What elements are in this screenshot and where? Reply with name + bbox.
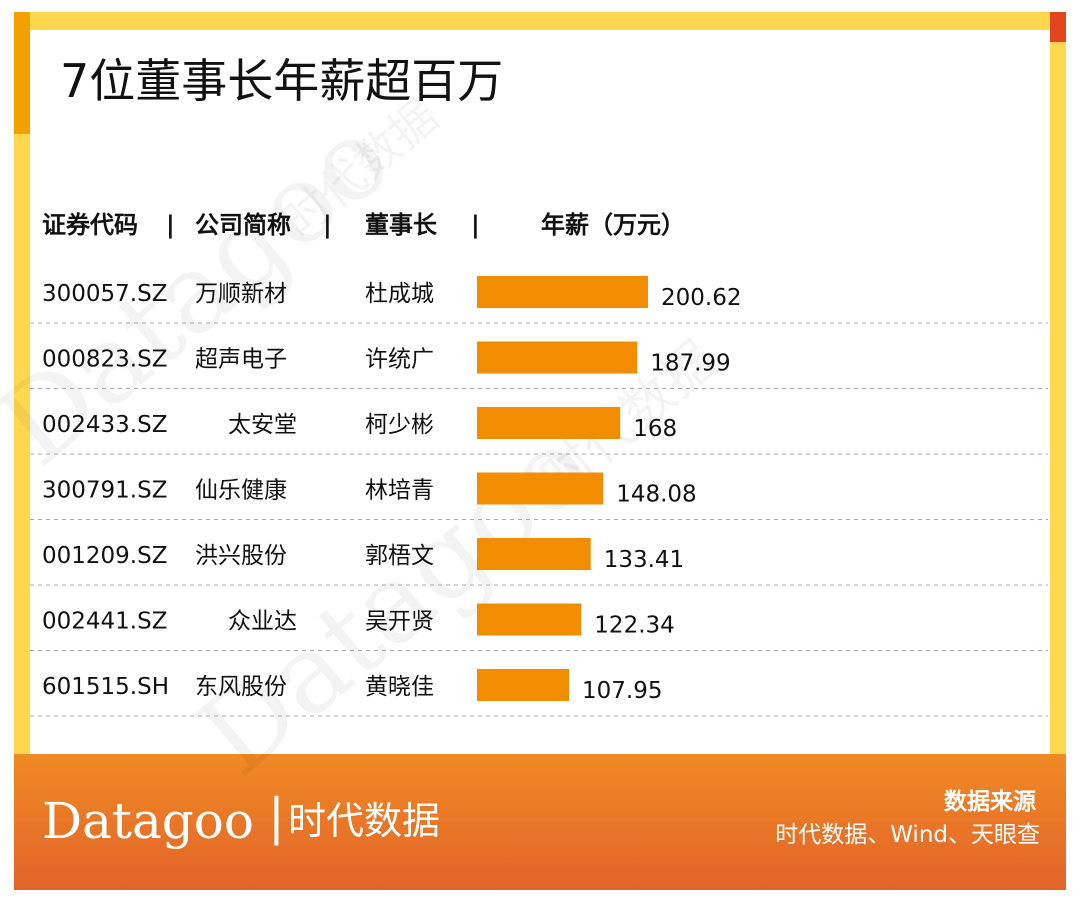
bar <box>477 407 621 439</box>
bar-value-label: 168 <box>633 416 677 442</box>
bar <box>477 603 582 636</box>
header-salary: 年薪（万元） <box>541 211 685 239</box>
bar-value-label: 122.34 <box>594 613 674 639</box>
chart-title: 7位董事长年薪超百万 <box>60 54 503 108</box>
footer-band <box>14 754 1066 890</box>
bar-value-label: 133.41 <box>604 547 684 573</box>
row-code: 000823.SZ <box>42 347 167 373</box>
row-code: 601515.SH <box>42 674 169 700</box>
bar-value-label: 200.62 <box>661 285 741 311</box>
header-company: 公司简称 <box>195 211 291 239</box>
bar <box>477 472 604 505</box>
row-company: 太安堂 <box>228 412 297 438</box>
brand-logo-text: Datagoo <box>42 792 254 850</box>
row-chairman: 林培青 <box>365 478 434 504</box>
row-chairman: 黄晓佳 <box>365 674 434 700</box>
row-chairman: 许统广 <box>365 347 434 373</box>
bar <box>477 276 648 308</box>
row-code: 300791.SZ <box>42 478 167 504</box>
source-title: 数据来源 <box>944 789 1036 815</box>
header-separator-1: | <box>166 211 175 239</box>
header-code: 证券代码 <box>42 211 138 239</box>
row-company: 超声电子 <box>195 347 287 373</box>
footer-brand: Datagoo | 时代数据 <box>42 788 440 850</box>
frame-accent-right <box>1050 12 1066 42</box>
table-header: 证券代码 | 公司简称 | 董事长 | 年薪（万元） <box>42 211 685 239</box>
source-text: 时代数据、Wind、天眼查 <box>775 822 1040 848</box>
header-separator-2: | <box>323 211 332 239</box>
row-company: 仙乐健康 <box>195 478 287 504</box>
bar-value-label: 187.99 <box>650 351 730 377</box>
row-company: 万顺新材 <box>195 281 287 307</box>
row-code: 002433.SZ <box>42 412 167 438</box>
header-chairman: 董事长 <box>365 211 438 239</box>
row-code: 002441.SZ <box>42 609 167 635</box>
bar <box>477 669 569 701</box>
row-company: 东风股份 <box>195 674 287 700</box>
bar-value-label: 107.95 <box>582 678 662 704</box>
row-chairman: 杜成城 <box>365 281 434 307</box>
row-chairman: 郭梧文 <box>365 543 434 569</box>
row-chairman: 吴开贤 <box>365 609 434 635</box>
row-company: 众业达 <box>228 609 297 635</box>
row-code: 001209.SZ <box>42 543 167 569</box>
frame-accent-left <box>14 12 30 134</box>
bar <box>477 341 638 374</box>
brand-name-cn: 时代数据 <box>288 799 440 843</box>
chart-rows: 300057.SZ 万顺新材 杜成城 200.62 000823.SZ 超声电子 许统广 18… <box>30 276 1048 717</box>
row-chairman: 柯少彬 <box>365 412 434 438</box>
header-separator-3: | <box>471 211 480 239</box>
brand-separator: | <box>268 788 285 846</box>
bar-value-label: 148.08 <box>616 482 696 508</box>
row-company: 洪兴股份 <box>195 543 287 569</box>
bar <box>477 538 591 570</box>
row-code: 300057.SZ <box>42 281 167 307</box>
